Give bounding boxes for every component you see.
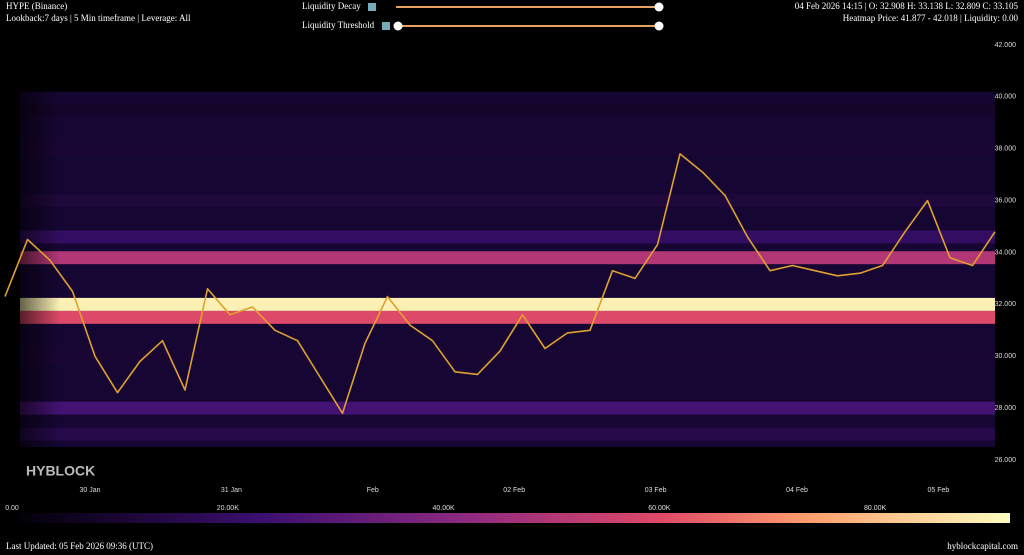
x-tick-label: 05 Feb (928, 487, 950, 494)
y-tick-label: 42.000 (995, 42, 1017, 49)
x-tick-label: Feb (367, 487, 379, 494)
slider-knob[interactable] (654, 21, 664, 31)
control-label: Liquidity Decay (302, 1, 361, 11)
x-tick-label: 30 Jan (79, 487, 100, 494)
colorbar (12, 513, 1010, 523)
heatmap-band (20, 401, 995, 415)
ohlc: 04 Feb 2026 14:15 | O: 32.908 H: 33.138 … (795, 1, 1019, 11)
colorbar-tick-label: 20.00K (217, 505, 240, 512)
heatmap-band (20, 230, 995, 244)
y-tick-label: 34.000 (995, 249, 1017, 256)
heatmap-band (20, 427, 995, 441)
heatmap-band (20, 142, 995, 156)
heatmap-band (20, 103, 995, 117)
heatmap-band (20, 349, 995, 363)
colorbar-tick-label: 80.00K (864, 505, 887, 512)
heatmap-band (20, 310, 995, 324)
heatmap-band (20, 297, 995, 311)
colorbar-tick-label: 0.00 (5, 505, 19, 512)
title: HYPE (Binance) (6, 1, 67, 11)
heatmap-band (20, 194, 995, 208)
y-tick-label: 36.000 (995, 197, 1017, 204)
x-tick-label: 31 Jan (221, 487, 242, 494)
x-tick-label: 02 Feb (503, 487, 525, 494)
slider-knob[interactable] (654, 2, 664, 12)
y-tick-label: 38.000 (995, 146, 1017, 153)
price-line (4, 153, 996, 415)
y-tick-label: 40.000 (995, 94, 1017, 101)
heatmap-info: Heatmap Price: 41.877 - 42.018 | Liquidi… (843, 13, 1019, 23)
control-label: Liquidity Threshold (302, 20, 375, 30)
heatmap-band (20, 251, 995, 265)
y-tick-label: 26.000 (995, 457, 1017, 464)
y-tick-label: 30.000 (995, 353, 1017, 360)
subtitle: Lookback:7 days | 5 Min timeframe | Leve… (6, 13, 191, 23)
x-tick-label: 03 Feb (645, 487, 667, 494)
x-tick-label: 04 Feb (786, 487, 808, 494)
watermark: HYBLOCK (26, 463, 95, 479)
y-tick-label: 32.000 (995, 301, 1017, 308)
colorbar-tick-label: 60.00K (648, 505, 671, 512)
site[interactable]: hyblockcapital.com (947, 541, 1018, 551)
y-tick-label: 28.000 (995, 405, 1017, 412)
icon (382, 22, 390, 30)
icon (368, 3, 376, 11)
slider-knob[interactable] (393, 21, 403, 31)
heatmap-fade (0, 40, 200, 470)
updated: Last Updated: 05 Feb 2026 09:36 (UTC) (6, 541, 153, 551)
colorbar-tick-label: 40.00K (432, 505, 455, 512)
